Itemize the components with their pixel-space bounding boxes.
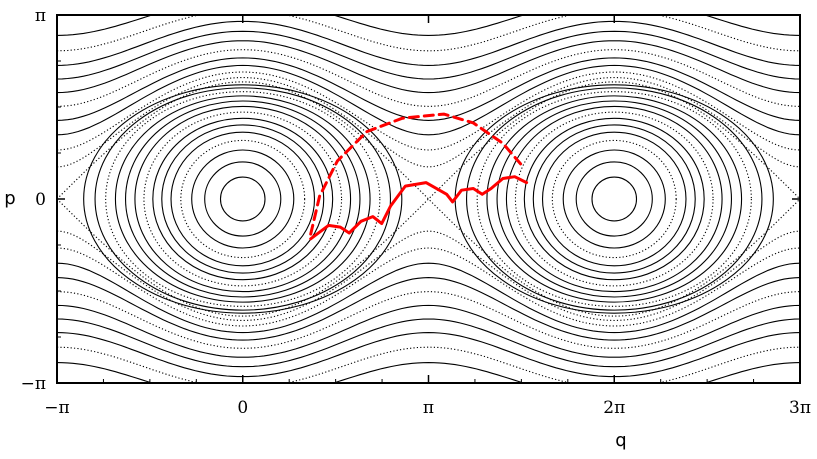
- x-tick-label: 2π: [603, 398, 625, 418]
- orbit-ellipse: [134, 105, 352, 293]
- orbit-ellipse: [514, 111, 714, 287]
- tick-layer: −π 0 π 2π 3π π 0 −π: [21, 6, 811, 418]
- orbit-ellipse: [143, 111, 343, 287]
- y-tick-label: π: [35, 6, 46, 26]
- red-dashed-curve: [309, 112, 523, 236]
- orbit-rotational: [57, 291, 800, 349]
- orbit-ellipse: [170, 131, 316, 267]
- orbit-ellipse: [523, 117, 705, 281]
- orbit-rotational: [57, 57, 800, 121]
- orbit-rotational: [57, 81, 800, 200]
- x-tick-label: −π: [44, 398, 69, 418]
- orbit-ellipse: [591, 176, 638, 222]
- orbit-rotational: [57, 230, 800, 322]
- orbit-ellipse: [476, 91, 752, 307]
- y-tick-label: −π: [21, 374, 46, 394]
- orbit-ellipse: [465, 87, 763, 311]
- orbit-ellipse: [161, 124, 325, 274]
- orbit-ellipse: [541, 131, 687, 267]
- orbit-ellipse: [204, 161, 282, 237]
- orbit-ellipse: [562, 149, 666, 249]
- x-axis-label: q: [615, 430, 626, 451]
- orbit-rotational: [57, 318, 800, 368]
- x-tick-label: 3π: [789, 398, 811, 418]
- orbit-rotational: [57, 71, 800, 151]
- orbit-rotational: [57, 198, 800, 317]
- orbit-ellipse: [191, 149, 295, 249]
- orbit-rotational: [57, 262, 800, 334]
- orbit-ellipse: [124, 100, 361, 298]
- orbit-rotational: [57, 30, 800, 80]
- orbit-rotational: [57, 362, 800, 383]
- x-tick-label: π: [423, 398, 434, 418]
- orbit-rotational: [57, 20, 800, 66]
- orbit-rotational: [57, 332, 800, 378]
- orbit-ellipse: [94, 87, 392, 311]
- orbit-ellipse: [454, 84, 774, 314]
- orbit-rotational: [57, 304, 800, 358]
- orbit-ellipse: [219, 176, 266, 222]
- orbit-ellipse: [180, 139, 306, 259]
- orbit-ellipse: [486, 95, 743, 303]
- orbit-rotational: [57, 247, 800, 327]
- orbit-ellipse: [152, 117, 334, 281]
- orbit-ellipse: [105, 91, 381, 307]
- orbit-rotational: [57, 76, 800, 168]
- orbit-rotational: [57, 346, 800, 383]
- orbit-layer: [57, 15, 800, 383]
- orbit-rotational: [57, 40, 800, 94]
- y-tick-label: 0: [35, 190, 46, 210]
- orbit-rotational: [57, 15, 800, 52]
- y-axis-label: p: [4, 188, 15, 209]
- orbit-rotational: [57, 15, 800, 36]
- orbit-rotational: [57, 64, 800, 136]
- orbit-ellipse: [505, 105, 723, 293]
- red-solid-curve: [309, 175, 529, 241]
- orbit-ellipse: [532, 124, 696, 274]
- orbit-ellipse: [551, 139, 677, 259]
- orbit-ellipse: [496, 100, 733, 298]
- red-curve-layer: [309, 112, 529, 241]
- orbit-ellipse: [83, 84, 403, 314]
- plot-frame: [56, 14, 801, 384]
- orbit-ellipse: [575, 161, 653, 237]
- orbit-ellipse: [114, 95, 371, 303]
- x-tick-label: 0: [237, 398, 248, 418]
- orbit-rotational: [57, 277, 800, 341]
- orbit-rotational: [57, 49, 800, 107]
